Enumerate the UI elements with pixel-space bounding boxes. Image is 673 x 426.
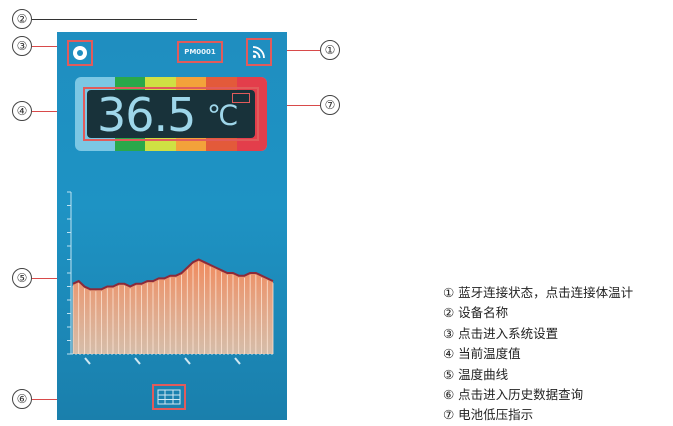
temperature-area <box>73 259 273 354</box>
x-tick <box>134 357 141 365</box>
callout-4-leader <box>32 111 76 112</box>
x-tick <box>84 357 91 365</box>
x-tick <box>234 357 241 365</box>
temperature-panel: 36.5 ℃ <box>75 77 267 151</box>
thermometer-app-screen: PM0001 36.5 ℃ <box>57 32 287 420</box>
callout-5: ⑤ <box>12 268 32 288</box>
callout-1: ① <box>320 40 340 60</box>
bluetooth-signal-icon <box>252 46 265 59</box>
device-name: PM0001 <box>177 41 223 63</box>
history-data-icon <box>157 389 181 405</box>
legend: ① 蓝牙连接状态，点击连接体温计 ② 设备名称 ③ 点击进入系统设置 ④ 当前温… <box>443 283 633 426</box>
gear-icon <box>73 46 87 60</box>
legend-item: ① 蓝牙连接状态，点击连接体温计 <box>443 285 634 300</box>
callout-3: ③ <box>12 36 32 56</box>
bluetooth-connect-button[interactable] <box>246 38 272 66</box>
current-temperature: 36.5 <box>97 88 196 142</box>
callout-2-leader <box>32 19 197 20</box>
legend-item: ⑦ 电池低压指示 <box>443 407 534 423</box>
x-tick <box>184 357 191 365</box>
legend-item: ② 设备名称 <box>443 305 509 321</box>
temperature-unit: ℃ <box>207 99 239 132</box>
callout-4: ④ <box>12 101 32 121</box>
callout-6: ⑥ <box>12 389 32 409</box>
legend-item: ④ 当前温度值 <box>443 346 521 362</box>
battery-low-icon <box>232 93 250 103</box>
callout-7: ⑦ <box>320 95 340 115</box>
legend-item: ⑤ 温度曲线 <box>443 366 509 382</box>
callout-2: ② <box>12 9 32 29</box>
legend-item: ③ 点击进入系统设置 <box>443 325 559 341</box>
temperature-curve-chart <box>67 191 275 365</box>
temperature-readout: 36.5 ℃ <box>87 88 255 142</box>
settings-button[interactable] <box>67 40 93 66</box>
callout-1-leader <box>272 50 320 51</box>
callout-3-leader <box>32 46 67 47</box>
history-data-button[interactable] <box>152 384 186 410</box>
temperature-line <box>72 258 274 291</box>
legend-item: ⑥ 点击进入历史数据查询 <box>443 387 584 403</box>
